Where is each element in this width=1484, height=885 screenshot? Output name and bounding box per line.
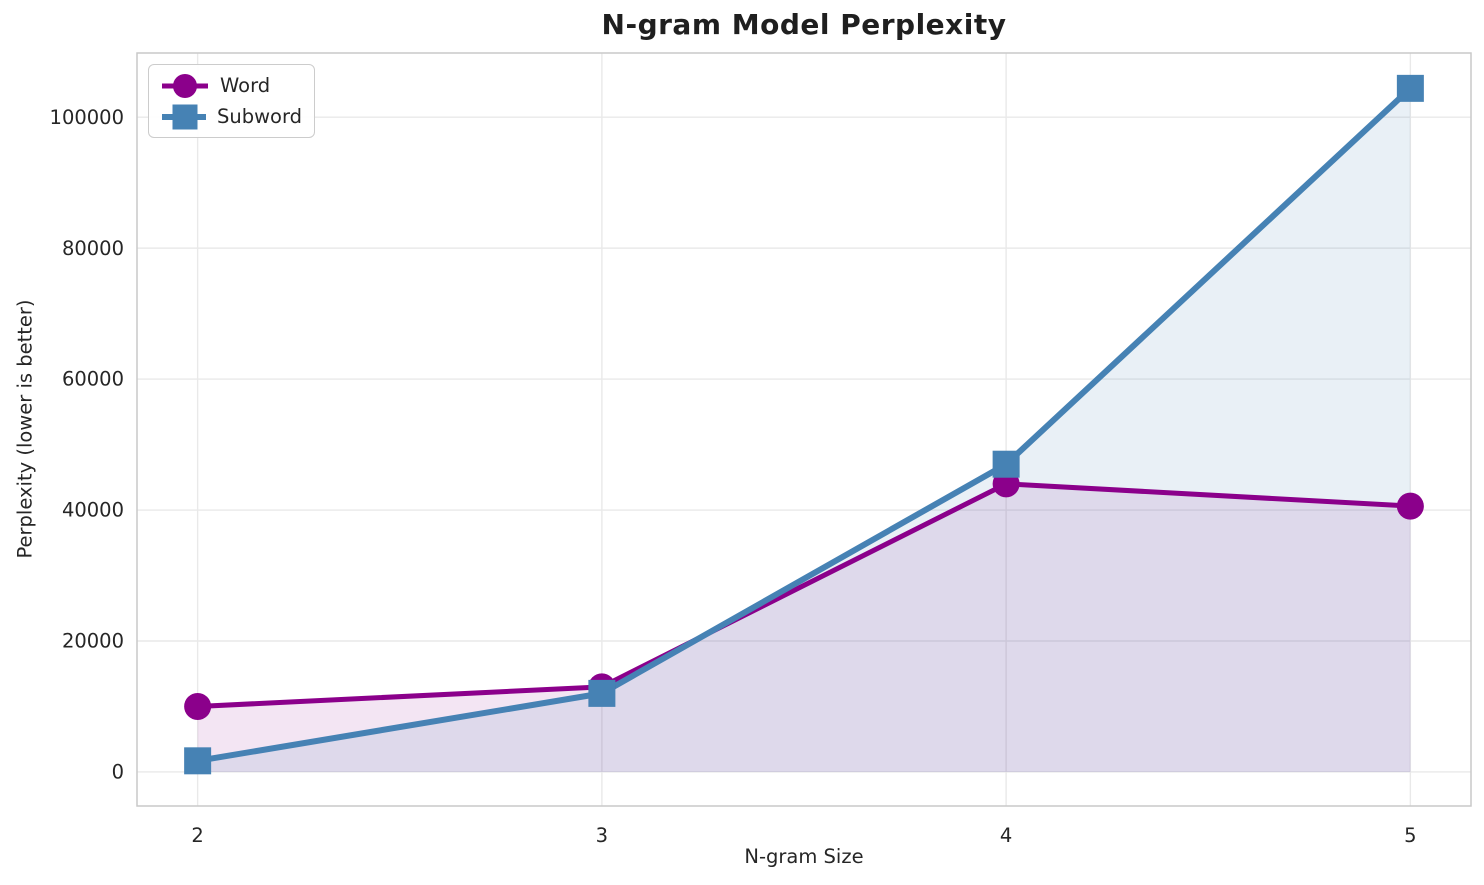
y-tick-label: 0: [112, 761, 124, 784]
x-tick-label: 2: [191, 824, 203, 847]
legend-label-subword: Subword: [216, 105, 302, 128]
x-tick-label: 3: [596, 824, 608, 847]
x-axis-label: N-gram Size: [744, 845, 864, 868]
y-tick-label: 80000: [62, 237, 124, 260]
subword-data-point: [184, 747, 212, 775]
legend-label-word: Word: [220, 74, 271, 97]
legend: Word Subword: [148, 64, 315, 138]
plot-border: [136, 52, 1472, 807]
x-tick-label: 5: [1404, 824, 1416, 847]
subword-line-square-marker-icon: [162, 104, 206, 129]
subword-data-point: [1396, 74, 1424, 102]
subword-series-area: [197, 88, 1411, 772]
word-series-line: [197, 481, 1411, 709]
subword-data-point: [588, 679, 616, 707]
x-tick-label: 4: [1000, 824, 1012, 847]
subword-series-line: [197, 86, 1413, 764]
legend-item-subword: Subword: [161, 101, 302, 132]
chart-title: N-gram Model Perplexity: [601, 8, 1007, 41]
y-tick-label: 20000: [62, 630, 124, 653]
y-tick-label: 60000: [62, 368, 124, 391]
subword-data-point: [992, 450, 1020, 478]
y-tick-label: 40000: [62, 499, 124, 522]
word-data-point: [1396, 492, 1424, 520]
legend-item-word: Word: [161, 70, 302, 101]
y-tick-label: 100000: [50, 106, 124, 129]
word-line-circle-marker-icon: [162, 73, 208, 98]
word-data-point: [184, 692, 212, 720]
y-axis-label: Perplexity (lower is better): [13, 299, 37, 559]
word-series-area: [197, 483, 1411, 772]
